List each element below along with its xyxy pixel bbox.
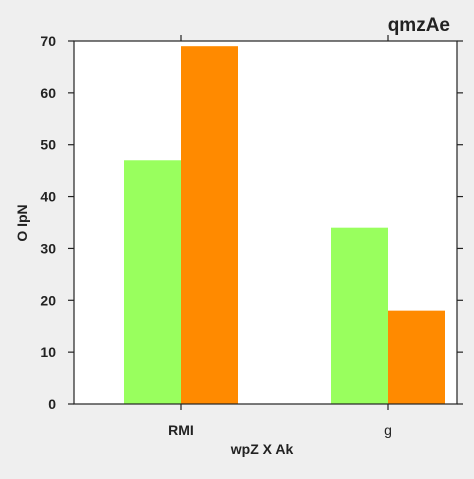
y-tick-label: 0 xyxy=(48,396,56,412)
y-tick-label: 10 xyxy=(40,344,56,360)
y-tick-label: 50 xyxy=(40,137,56,153)
y-tick-label: 60 xyxy=(40,85,56,101)
bar-g-series-2 xyxy=(388,310,445,404)
x-axis: RMI g xyxy=(168,35,392,438)
bars-layer xyxy=(124,46,445,404)
y-tick-label: 40 xyxy=(40,189,56,205)
x-axis-label: wpZ X Ak xyxy=(230,441,294,457)
bar-RMI-series-1 xyxy=(124,160,181,404)
y-tick-label: 20 xyxy=(40,292,56,308)
bar-g-series-1 xyxy=(331,227,388,404)
y-axis-label: O IpN xyxy=(14,204,30,241)
bar-RMI-series-2 xyxy=(181,46,238,404)
y-tick-label: 70 xyxy=(40,33,56,49)
y-tick-label: 30 xyxy=(40,240,56,256)
x-tick-label: g xyxy=(384,422,392,438)
plot-frame xyxy=(73,40,458,405)
x-tick-label: RMI xyxy=(168,422,194,438)
chart-title: qmzAe xyxy=(388,15,450,36)
y-axis: 0 10 20 30 40 50 60 70 xyxy=(40,33,463,412)
